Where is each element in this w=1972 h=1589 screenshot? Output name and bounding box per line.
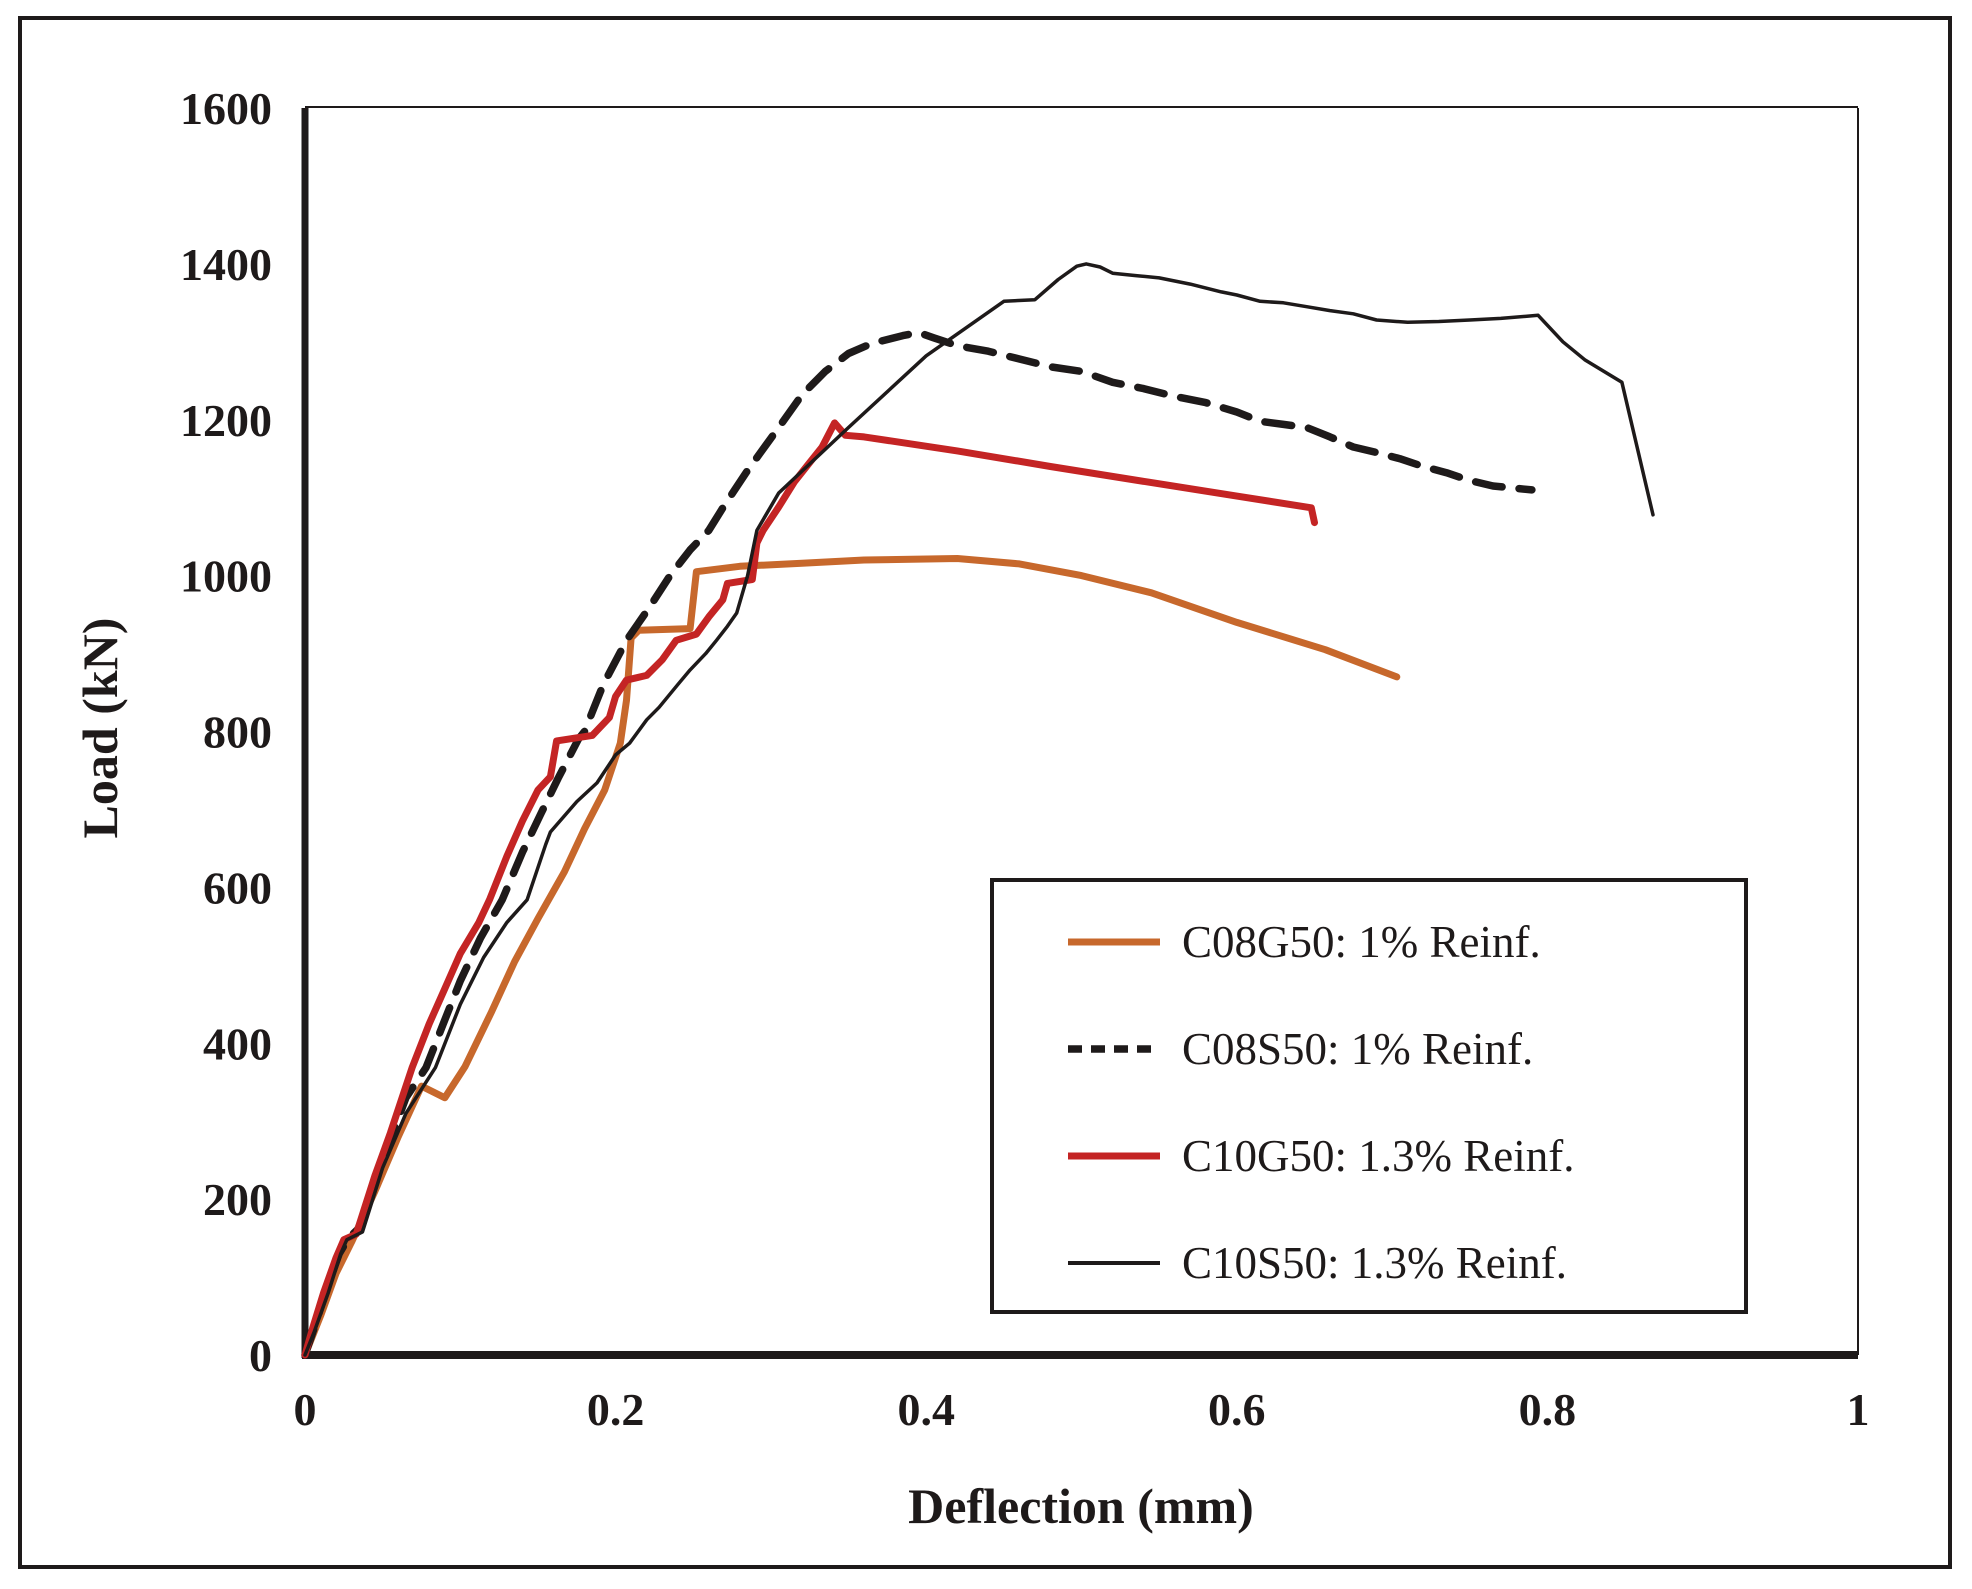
legend-row: C10G50: 1.3% Reinf. — [994, 1131, 1744, 1181]
y-tick-label: 800 — [203, 707, 272, 758]
series-line-3 — [303, 262, 1655, 1357]
x-tick-label: 0.6 — [1208, 1384, 1266, 1435]
y-tick-label: 1400 — [180, 239, 272, 290]
legend-row: C08S50: 1% Reinf. — [994, 1024, 1744, 1074]
x-tick-label: 0.2 — [587, 1384, 645, 1435]
series-line-2 — [301, 419, 1318, 1359]
x-tick-label: 0.4 — [897, 1384, 955, 1435]
legend-box: C08G50: 1% Reinf. C08S50: 1% Reinf. C10G… — [990, 878, 1748, 1314]
tick-labels: 0 0.2 0.4 0.6 0.8 1 0 200 400 600 800 1000 1200 1400 1… — [180, 83, 1870, 1435]
legend-label: C10G50: 1.3% Reinf. — [1182, 1131, 1575, 1181]
series-line-0 — [301, 555, 1401, 1359]
y-tick-label: 1600 — [180, 83, 272, 134]
y-tick-label: 400 — [203, 1018, 272, 1069]
legend-row: C08G50: 1% Reinf. — [994, 917, 1744, 967]
legend-swatch-solid-orange — [1068, 938, 1160, 946]
figure-border — [18, 16, 1952, 1569]
y-tick-label: 1000 — [180, 551, 272, 602]
series-line-1 — [301, 328, 1536, 1359]
y-tick-label: 0 — [249, 1330, 272, 1381]
legend-swatch-solid-red — [1068, 1152, 1160, 1160]
y-tick-label: 1200 — [180, 395, 272, 446]
y-tick-label: 200 — [203, 1174, 272, 1225]
legend-swatch-dashed-black — [1068, 1045, 1160, 1053]
series-lines — [301, 262, 1655, 1359]
legend-label: C08G50: 1% Reinf. — [1182, 917, 1541, 967]
x-tick-label: 1 — [1847, 1384, 1870, 1435]
legend-swatch-solid-thin-black — [1068, 1261, 1160, 1265]
axes — [301, 106, 1859, 1359]
x-tick-label: 0.8 — [1519, 1384, 1577, 1435]
legend-row: C10S50: 1.3% Reinf. — [994, 1238, 1744, 1288]
legend-label: C10S50: 1.3% Reinf. — [1182, 1238, 1568, 1288]
y-tick-label: 600 — [203, 862, 272, 913]
y-axis-title: Load (kN) — [72, 617, 128, 839]
x-axis-title: Deflection (mm) — [908, 1478, 1254, 1534]
legend-label: C08S50: 1% Reinf. — [1182, 1024, 1534, 1074]
x-tick-label: 0 — [294, 1384, 317, 1435]
